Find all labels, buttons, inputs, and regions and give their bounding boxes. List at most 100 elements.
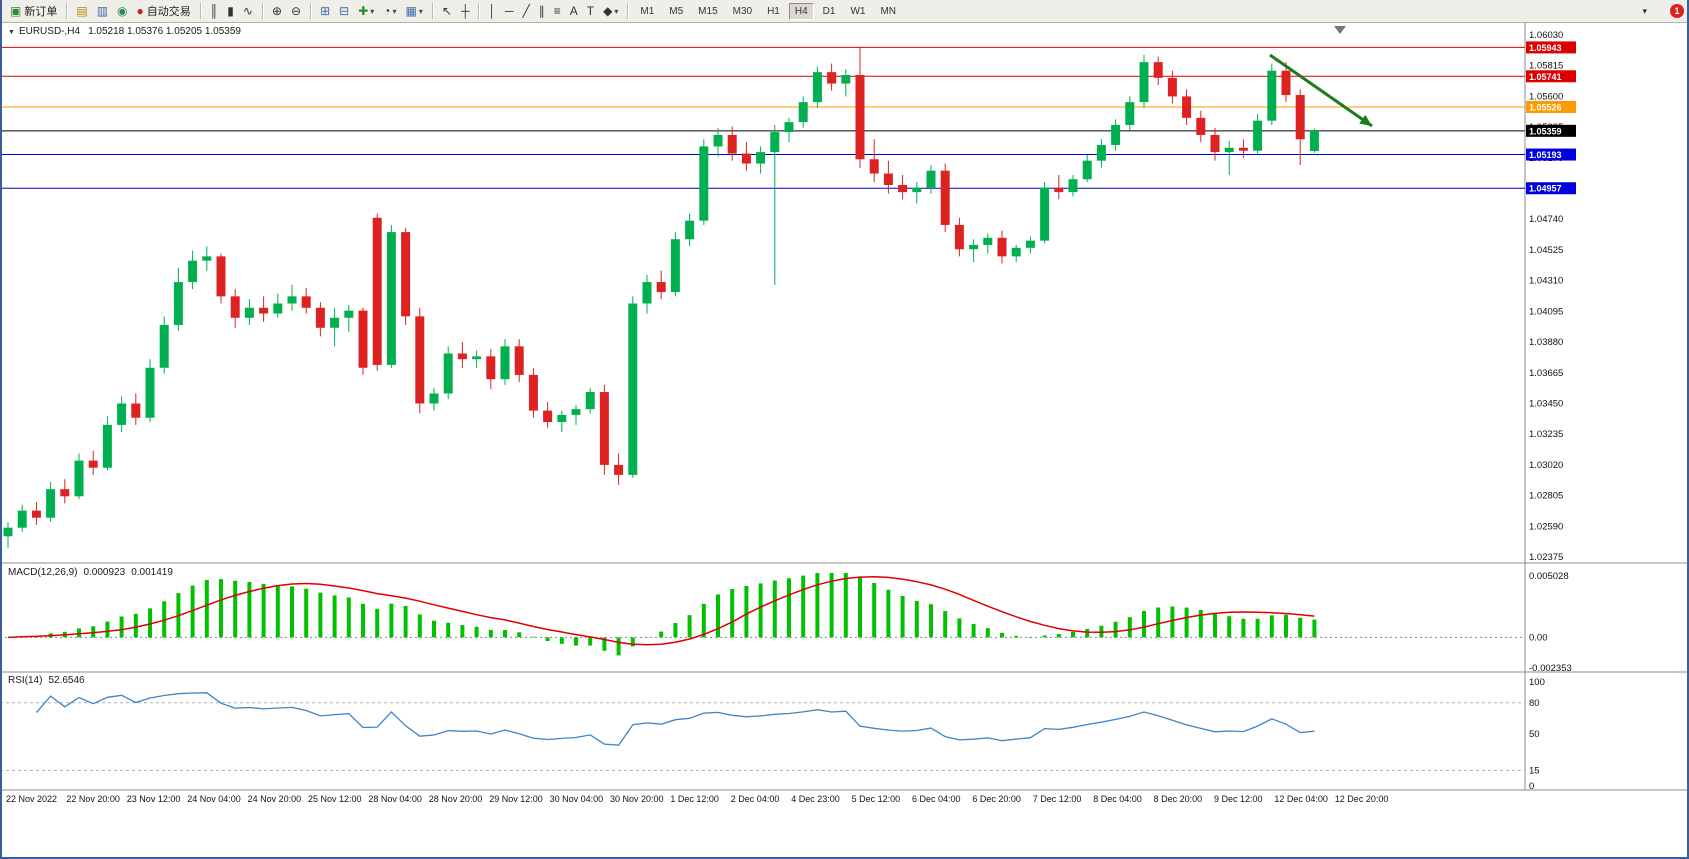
symbol-dropdown-icon[interactable]: ▼ — [8, 29, 15, 36]
time-axis-label: 24 Nov 04:00 — [187, 794, 241, 804]
toolbar-overflow-icon[interactable]: ▾ — [1642, 6, 1647, 16]
horizontal-line-icon: ─ — [504, 4, 514, 18]
candle-body — [1224, 147, 1234, 153]
chevron-down-icon[interactable]: ▾ — [614, 6, 619, 16]
indicators-icon[interactable]: ✚ ▾ — [354, 1, 378, 21]
new-order-button[interactable]: ▣ 新订单 — [6, 1, 61, 21]
candle-body — [883, 173, 893, 185]
chart-canvas[interactable]: 1.060301.058151.056001.053851.051701.049… — [0, 22, 1689, 859]
macd-value-signal: 0.001419 — [131, 567, 173, 578]
candle-body — [1096, 144, 1106, 161]
time-axis-label: 4 Dec 23:00 — [791, 794, 840, 804]
autotrading-icon: ● — [136, 4, 144, 18]
label-icon[interactable]: T — [583, 1, 598, 21]
template-icon: ▦ — [405, 4, 417, 18]
trend-arrow[interactable] — [1269, 53, 1373, 128]
tile-windows-icon[interactable]: ⊞ — [316, 1, 334, 21]
price-axis-label: 1.04525 — [1529, 245, 1563, 256]
indicators-icon: ✚ — [358, 4, 369, 18]
chevron-down-icon[interactable]: ▾ — [392, 6, 397, 16]
notification-badge[interactable]: 1 — [1670, 4, 1684, 18]
periods-icon[interactable]: ◔ ▾ — [379, 1, 400, 21]
timeframe-m5[interactable]: M5 — [669, 5, 684, 17]
market-watch-icon[interactable]: ▥ — [93, 1, 112, 21]
zoom-in-icon[interactable]: ⊕ — [268, 1, 286, 21]
price-tag-label: 1.05193 — [1529, 150, 1562, 160]
candle-body — [543, 410, 553, 423]
rsi-axis-label: 80 — [1529, 698, 1540, 709]
price-axis-label: 1.03450 — [1529, 398, 1563, 409]
line-chart-icon[interactable]: ∿ — [239, 1, 257, 21]
price-axis-label: 1.02375 — [1529, 552, 1563, 563]
zoom-out-icon[interactable]: ⊖ — [287, 1, 305, 21]
candle-body — [1281, 70, 1291, 95]
data-window-icon[interactable]: ◉ — [113, 1, 131, 21]
price-tag — [1526, 124, 1576, 137]
time-axis-label: 8 Dec 20:00 — [1154, 794, 1203, 804]
cascade-windows-icon[interactable]: ⊟ — [335, 1, 353, 21]
candle-body — [244, 307, 254, 318]
rsi-axis-label: 0 — [1529, 781, 1534, 792]
chart-window[interactable]: 1.060301.058151.056001.053851.051701.049… — [0, 22, 1689, 859]
chevron-down-icon[interactable]: ▾ — [418, 6, 423, 16]
text-icon[interactable]: A — [566, 1, 582, 21]
data-window-icon: ◉ — [117, 4, 128, 18]
time-axis-label: 28 Nov 04:00 — [368, 794, 422, 804]
price-axis-label: 1.02805 — [1529, 491, 1563, 502]
time-axis-label: 1 Dec 12:00 — [670, 794, 719, 804]
fibonacci-icon: ≡ — [553, 4, 561, 18]
time-axis-label: 9 Dec 12:00 — [1214, 794, 1263, 804]
time-axis-label: 8 Dec 04:00 — [1093, 794, 1142, 804]
channel-icon[interactable]: ∥ — [535, 1, 549, 21]
vertical-line-icon[interactable]: │ — [484, 1, 500, 21]
cursor-icon[interactable]: ↖ — [438, 1, 456, 21]
price-axis-label: 1.03020 — [1529, 460, 1563, 471]
autotrading-button[interactable]: ● 自动交易 — [133, 1, 195, 21]
candle-body — [358, 310, 368, 368]
timeframe-h1[interactable]: H1 — [767, 5, 780, 17]
price-axis-label: 1.03235 — [1529, 429, 1563, 440]
time-axis-label: 7 Dec 12:00 — [1033, 794, 1082, 804]
price-axis-label: 1.04095 — [1529, 306, 1563, 317]
price-tag-label: 1.05741 — [1529, 72, 1562, 82]
candle-body — [1182, 96, 1192, 118]
time-axis-label: 12 Dec 04:00 — [1274, 794, 1328, 804]
timeframe-w1[interactable]: W1 — [850, 5, 866, 17]
candle-body — [969, 244, 979, 250]
time-axis-label: 25 Nov 12:00 — [308, 794, 362, 804]
trendline-icon[interactable]: ╱ — [519, 1, 534, 21]
timeframe-m30[interactable]: M30 — [732, 5, 753, 17]
candle-body — [330, 317, 340, 328]
candle-body — [656, 282, 666, 293]
candle-body — [1253, 120, 1263, 151]
price-tag-label: 1.05943 — [1529, 43, 1562, 53]
timeframe-d1[interactable]: D1 — [822, 5, 836, 17]
chevron-down-icon[interactable]: ▾ — [370, 6, 375, 16]
rsi-name: RSI(14) — [8, 675, 43, 686]
candle-body — [1040, 187, 1050, 241]
candle-body — [642, 282, 652, 304]
rsi-axis-label: 100 — [1529, 677, 1545, 688]
timeframe-mn[interactable]: MN — [880, 5, 897, 17]
candlestick-chart-icon[interactable]: ▮ — [223, 1, 238, 21]
horizontal-line-icon[interactable]: ─ — [501, 1, 518, 21]
candle-body — [628, 303, 638, 475]
shapes-icon[interactable]: ◆ ▾ — [599, 1, 622, 21]
timeframe-m1[interactable]: M1 — [640, 5, 655, 17]
chart-shift-marker[interactable] — [1334, 26, 1346, 34]
fibonacci-icon[interactable]: ≡ — [550, 1, 565, 21]
chart-window-icon[interactable]: ▤ — [72, 1, 91, 21]
timeframe-m15[interactable]: M15 — [698, 5, 718, 17]
candle-body — [841, 74, 851, 84]
chart-info-line[interactable]: ▼ EURUSD-,H4 1.05218 1.05376 1.05205 1.053… — [8, 26, 241, 37]
price-tag-label: 1.04957 — [1529, 184, 1562, 194]
price-tag — [1526, 148, 1576, 161]
timeframe-h4[interactable]: H4 — [788, 2, 814, 20]
bar-chart-icon[interactable]: ║ — [206, 1, 223, 21]
candle-body — [1082, 160, 1092, 180]
candle-body — [727, 134, 737, 154]
candle-body — [898, 184, 908, 193]
price-tag — [1526, 41, 1576, 54]
crosshair-icon[interactable]: ┼ — [457, 1, 474, 21]
template-icon[interactable]: ▦ ▾ — [402, 1, 427, 21]
